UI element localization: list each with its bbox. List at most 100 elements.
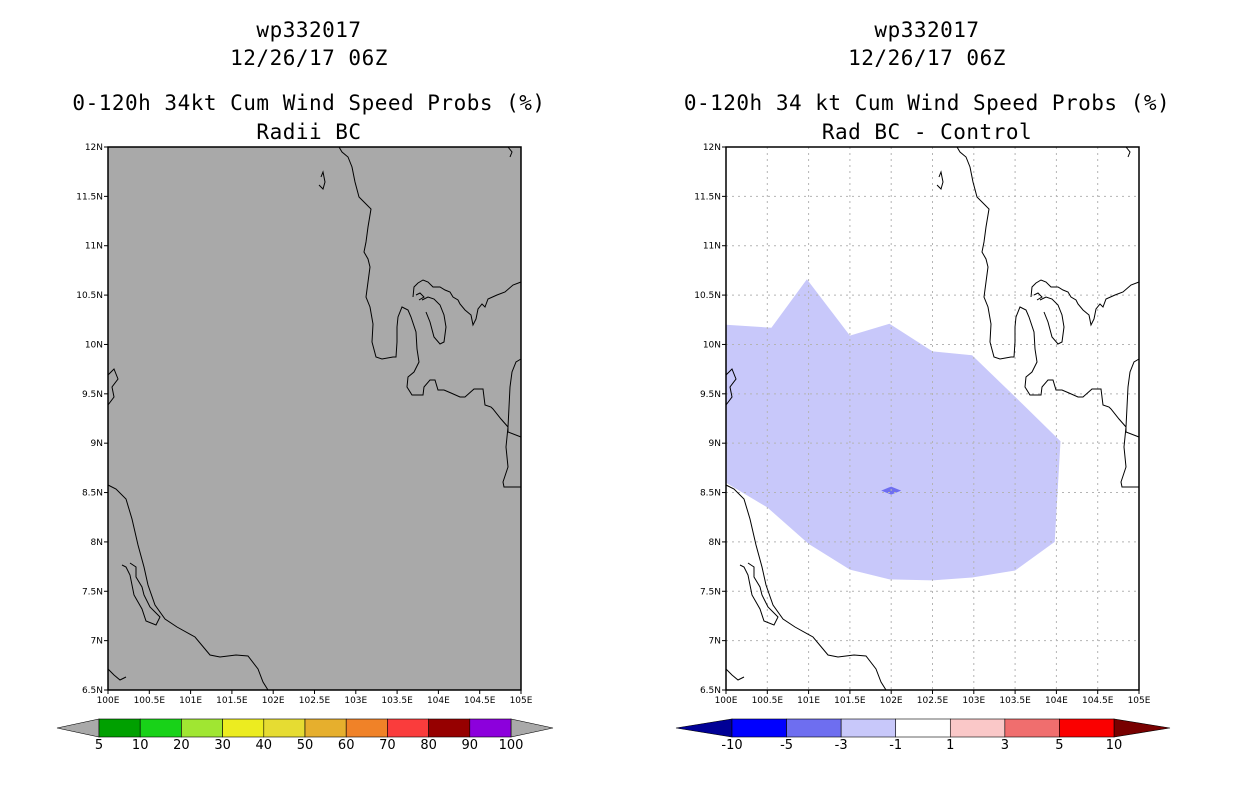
plot-area — [108, 147, 521, 690]
lon-tick-label: 101E — [797, 696, 820, 706]
colorbar-swatch — [1059, 718, 1115, 738]
lat-tick-label: 12N — [703, 143, 721, 153]
lat-tick-label: 8.5N — [82, 489, 103, 499]
lat-tick-label: 8N — [709, 538, 721, 548]
colorbar-swatch — [428, 718, 471, 738]
colorbar-swatch — [387, 718, 429, 738]
colorbar-swatch — [181, 718, 223, 738]
lon-tick-label: 102.5E — [299, 696, 331, 706]
colorbar-end-high — [1113, 718, 1171, 738]
lon-tick-label: 105E — [510, 696, 533, 706]
colorbar-label: -3 — [835, 738, 848, 753]
lat-tick-label: 10N — [703, 340, 721, 350]
colorbar-swatch — [345, 718, 388, 738]
lat-tick-label: 10.5N — [694, 291, 721, 301]
colorbar-label: 20 — [173, 738, 190, 753]
coastline — [107, 668, 127, 681]
coastline — [725, 668, 745, 681]
colorbar-end-high — [510, 718, 554, 738]
colorbar-swatch — [895, 718, 951, 738]
coastline — [1039, 296, 1065, 345]
coastline — [956, 146, 1140, 438]
colorbar-swatch — [731, 718, 787, 738]
colorbar-swatch — [304, 718, 347, 738]
lat-tick-label: 7N — [709, 637, 721, 647]
lat-tick-label: 9.5N — [82, 390, 103, 400]
coastline — [1030, 279, 1140, 327]
colorbar-swatch — [98, 718, 141, 738]
lat-tick-label: 6.5N — [700, 686, 721, 696]
colorbar: 5 10 20 30 40 50 60 70 80 90 100 — [56, 718, 554, 753]
storm-id: wp332017 — [874, 18, 980, 42]
coastline — [412, 279, 522, 327]
coastlines — [107, 146, 522, 691]
product-title: 0-120h 34 kt Cum Wind Speed Probs (%) — [683, 91, 1171, 115]
colorbar-end-low — [675, 718, 733, 738]
right-panel: wp332017 12/26/17 06Z 0-120h 34 kt Cum W… — [618, 0, 1236, 800]
colorbar-swatch — [222, 718, 265, 738]
colorbar-label: 40 — [256, 738, 273, 753]
panel-subtitle: Radii BC — [256, 120, 362, 144]
datetime: 12/26/17 06Z — [230, 46, 388, 70]
lat-tick-label: 11N — [703, 242, 721, 252]
colorbar-swatch — [840, 718, 897, 738]
colorbar-label: 70 — [379, 738, 396, 753]
colorbar-label: 30 — [214, 738, 231, 753]
coastline — [1125, 146, 1131, 158]
colorbar-swatch — [1004, 718, 1060, 738]
colorbar-label: -10 — [721, 738, 742, 753]
panel-subtitle: Rad BC - Control — [821, 120, 1033, 144]
coastlines — [725, 146, 1140, 691]
colorbar-label: 80 — [420, 738, 437, 753]
coastline — [121, 562, 161, 626]
colorbar-swatch — [263, 718, 306, 738]
colorbar-label: 60 — [338, 738, 355, 753]
lon-tick-label: 103.5E — [381, 696, 413, 706]
colorbar-swatch — [139, 718, 182, 738]
lat-tick-label: 9.5N — [700, 390, 721, 400]
coastline — [1033, 292, 1043, 301]
probability-difference-region — [726, 279, 1061, 581]
colorbar-label: 50 — [297, 738, 314, 753]
colorbar-swatch — [469, 718, 512, 738]
lat-tick-label: 8.5N — [700, 489, 721, 499]
lon-tick-label: 102.5E — [917, 696, 949, 706]
lat-tick-label: 9N — [709, 439, 721, 449]
lon-tick-label: 104E — [1045, 696, 1068, 706]
colorbar-label: 10 — [132, 738, 149, 753]
lon-tick-label: 100E — [97, 696, 120, 706]
colorbar-label: 5 — [1055, 738, 1063, 753]
lon-tick-label: 101.5E — [834, 696, 866, 706]
lon-tick-label: 101E — [179, 696, 202, 706]
lat-tick-label: 11.5N — [694, 192, 721, 202]
coastline — [502, 358, 522, 488]
colorbar-swatch — [949, 718, 1006, 738]
coastline — [318, 170, 326, 190]
lon-tick-label: 100.5E — [134, 696, 166, 706]
lon-tick-label: 105E — [1128, 696, 1151, 706]
lat-tick-label: 10N — [85, 340, 103, 350]
left-panel: wp332017 12/26/17 06Z 0-120h 34kt Cum Wi… — [56, 18, 554, 753]
storm-id: wp332017 — [256, 18, 362, 42]
lat-tick-label: 9N — [91, 439, 103, 449]
coastline — [338, 146, 522, 438]
coastline — [739, 562, 779, 626]
coastline — [507, 146, 513, 158]
colorbar-label: 100 — [499, 738, 524, 753]
colorbar-label: 10 — [1106, 738, 1123, 753]
colorbar-label: 90 — [462, 738, 479, 753]
coastline — [107, 484, 269, 691]
lon-tick-label: 103E — [962, 696, 985, 706]
product-title: 0-120h 34kt Cum Wind Speed Probs (%) — [72, 91, 546, 115]
lon-tick-label: 100.5E — [752, 696, 784, 706]
lon-tick-label: 100E — [715, 696, 738, 706]
lat-tick-label: 12N — [85, 143, 103, 153]
lat-tick-label: 6.5N — [82, 686, 103, 696]
lon-tick-label: 104.5E — [1082, 696, 1114, 706]
lat-tick-label: 11N — [85, 242, 103, 252]
lon-tick-label: 104E — [427, 696, 450, 706]
coastline — [421, 296, 447, 345]
lon-tick-label: 101.5E — [216, 696, 248, 706]
lon-tick-label: 104.5E — [464, 696, 496, 706]
colorbar-label: 5 — [95, 738, 103, 753]
